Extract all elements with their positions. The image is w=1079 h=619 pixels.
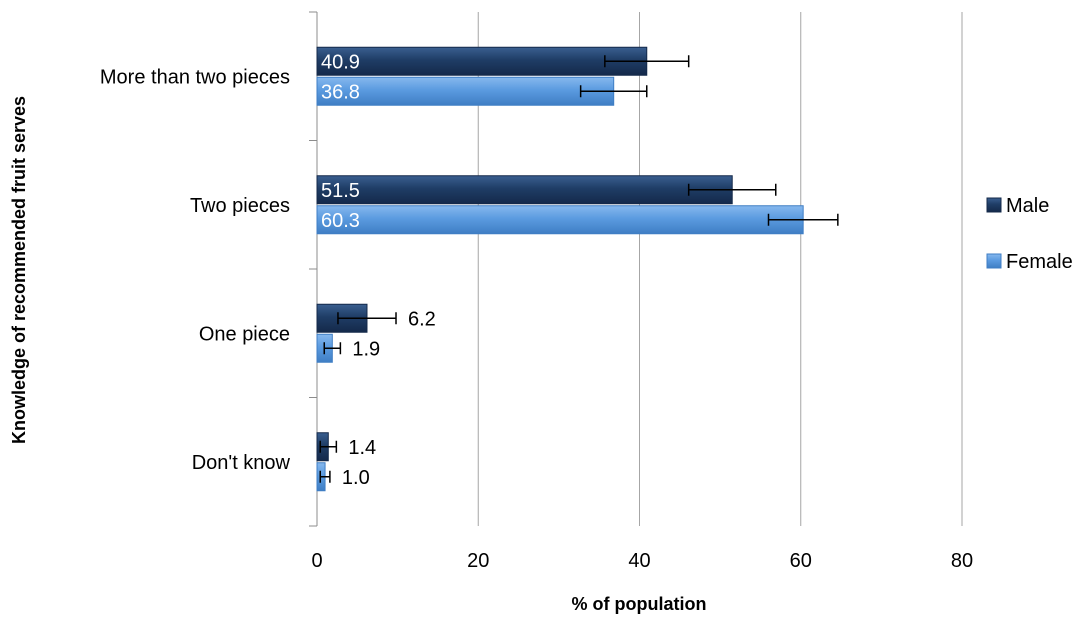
bar-male [316, 46, 648, 76]
axes [309, 11, 318, 527]
category-label: Two pieces [190, 195, 290, 217]
category-label: Don't know [192, 452, 291, 474]
error-bar [337, 312, 397, 325]
legend-swatch [986, 197, 1002, 213]
error-bar [579, 85, 648, 98]
bar-female [316, 76, 615, 106]
error-bar [767, 213, 839, 226]
y-axis-title: Knowledge of recommended fruit serves [9, 96, 29, 444]
legend: Male Female [986, 195, 1073, 273]
category-label: More than two pieces [100, 66, 290, 88]
legend-item-female: Female [986, 251, 1073, 273]
gridlines [477, 12, 963, 526]
data-label: 1.9 [352, 338, 380, 360]
error-bar [319, 470, 331, 483]
error-bar [604, 55, 690, 68]
bars [316, 46, 804, 492]
legend-swatch [986, 253, 1002, 269]
bar-female [316, 205, 804, 235]
data-labels: 40.9 36.8 51.5 60.3 6.2 1.9 1.4 1.0 [321, 51, 436, 489]
legend-label: Female [1006, 251, 1073, 273]
data-label: 51.5 [321, 180, 360, 202]
error-bar [319, 440, 338, 453]
x-tick-label: 0 [311, 550, 322, 572]
data-label: 36.8 [321, 81, 360, 103]
x-tick-label: 40 [628, 550, 650, 572]
tick-labels: 0 20 40 60 80 More than two pieces Two pieces O… [100, 66, 973, 572]
error-bar [323, 342, 342, 355]
legend-label: Male [1006, 195, 1049, 217]
data-label: 1.0 [342, 467, 370, 489]
legend-item-male: Male [986, 195, 1049, 217]
x-tick-label: 80 [951, 550, 973, 572]
data-label: 60.3 [321, 210, 360, 232]
error-bars [319, 55, 839, 483]
data-label: 40.9 [321, 51, 360, 73]
category-label: One piece [199, 323, 290, 345]
data-label: 6.2 [408, 308, 436, 330]
x-axis-title: % of population [572, 594, 707, 614]
error-bar [687, 183, 777, 196]
x-tick-label: 20 [467, 550, 489, 572]
data-label: 1.4 [348, 437, 376, 459]
bar-male [316, 175, 733, 205]
x-tick-label: 60 [790, 550, 812, 572]
